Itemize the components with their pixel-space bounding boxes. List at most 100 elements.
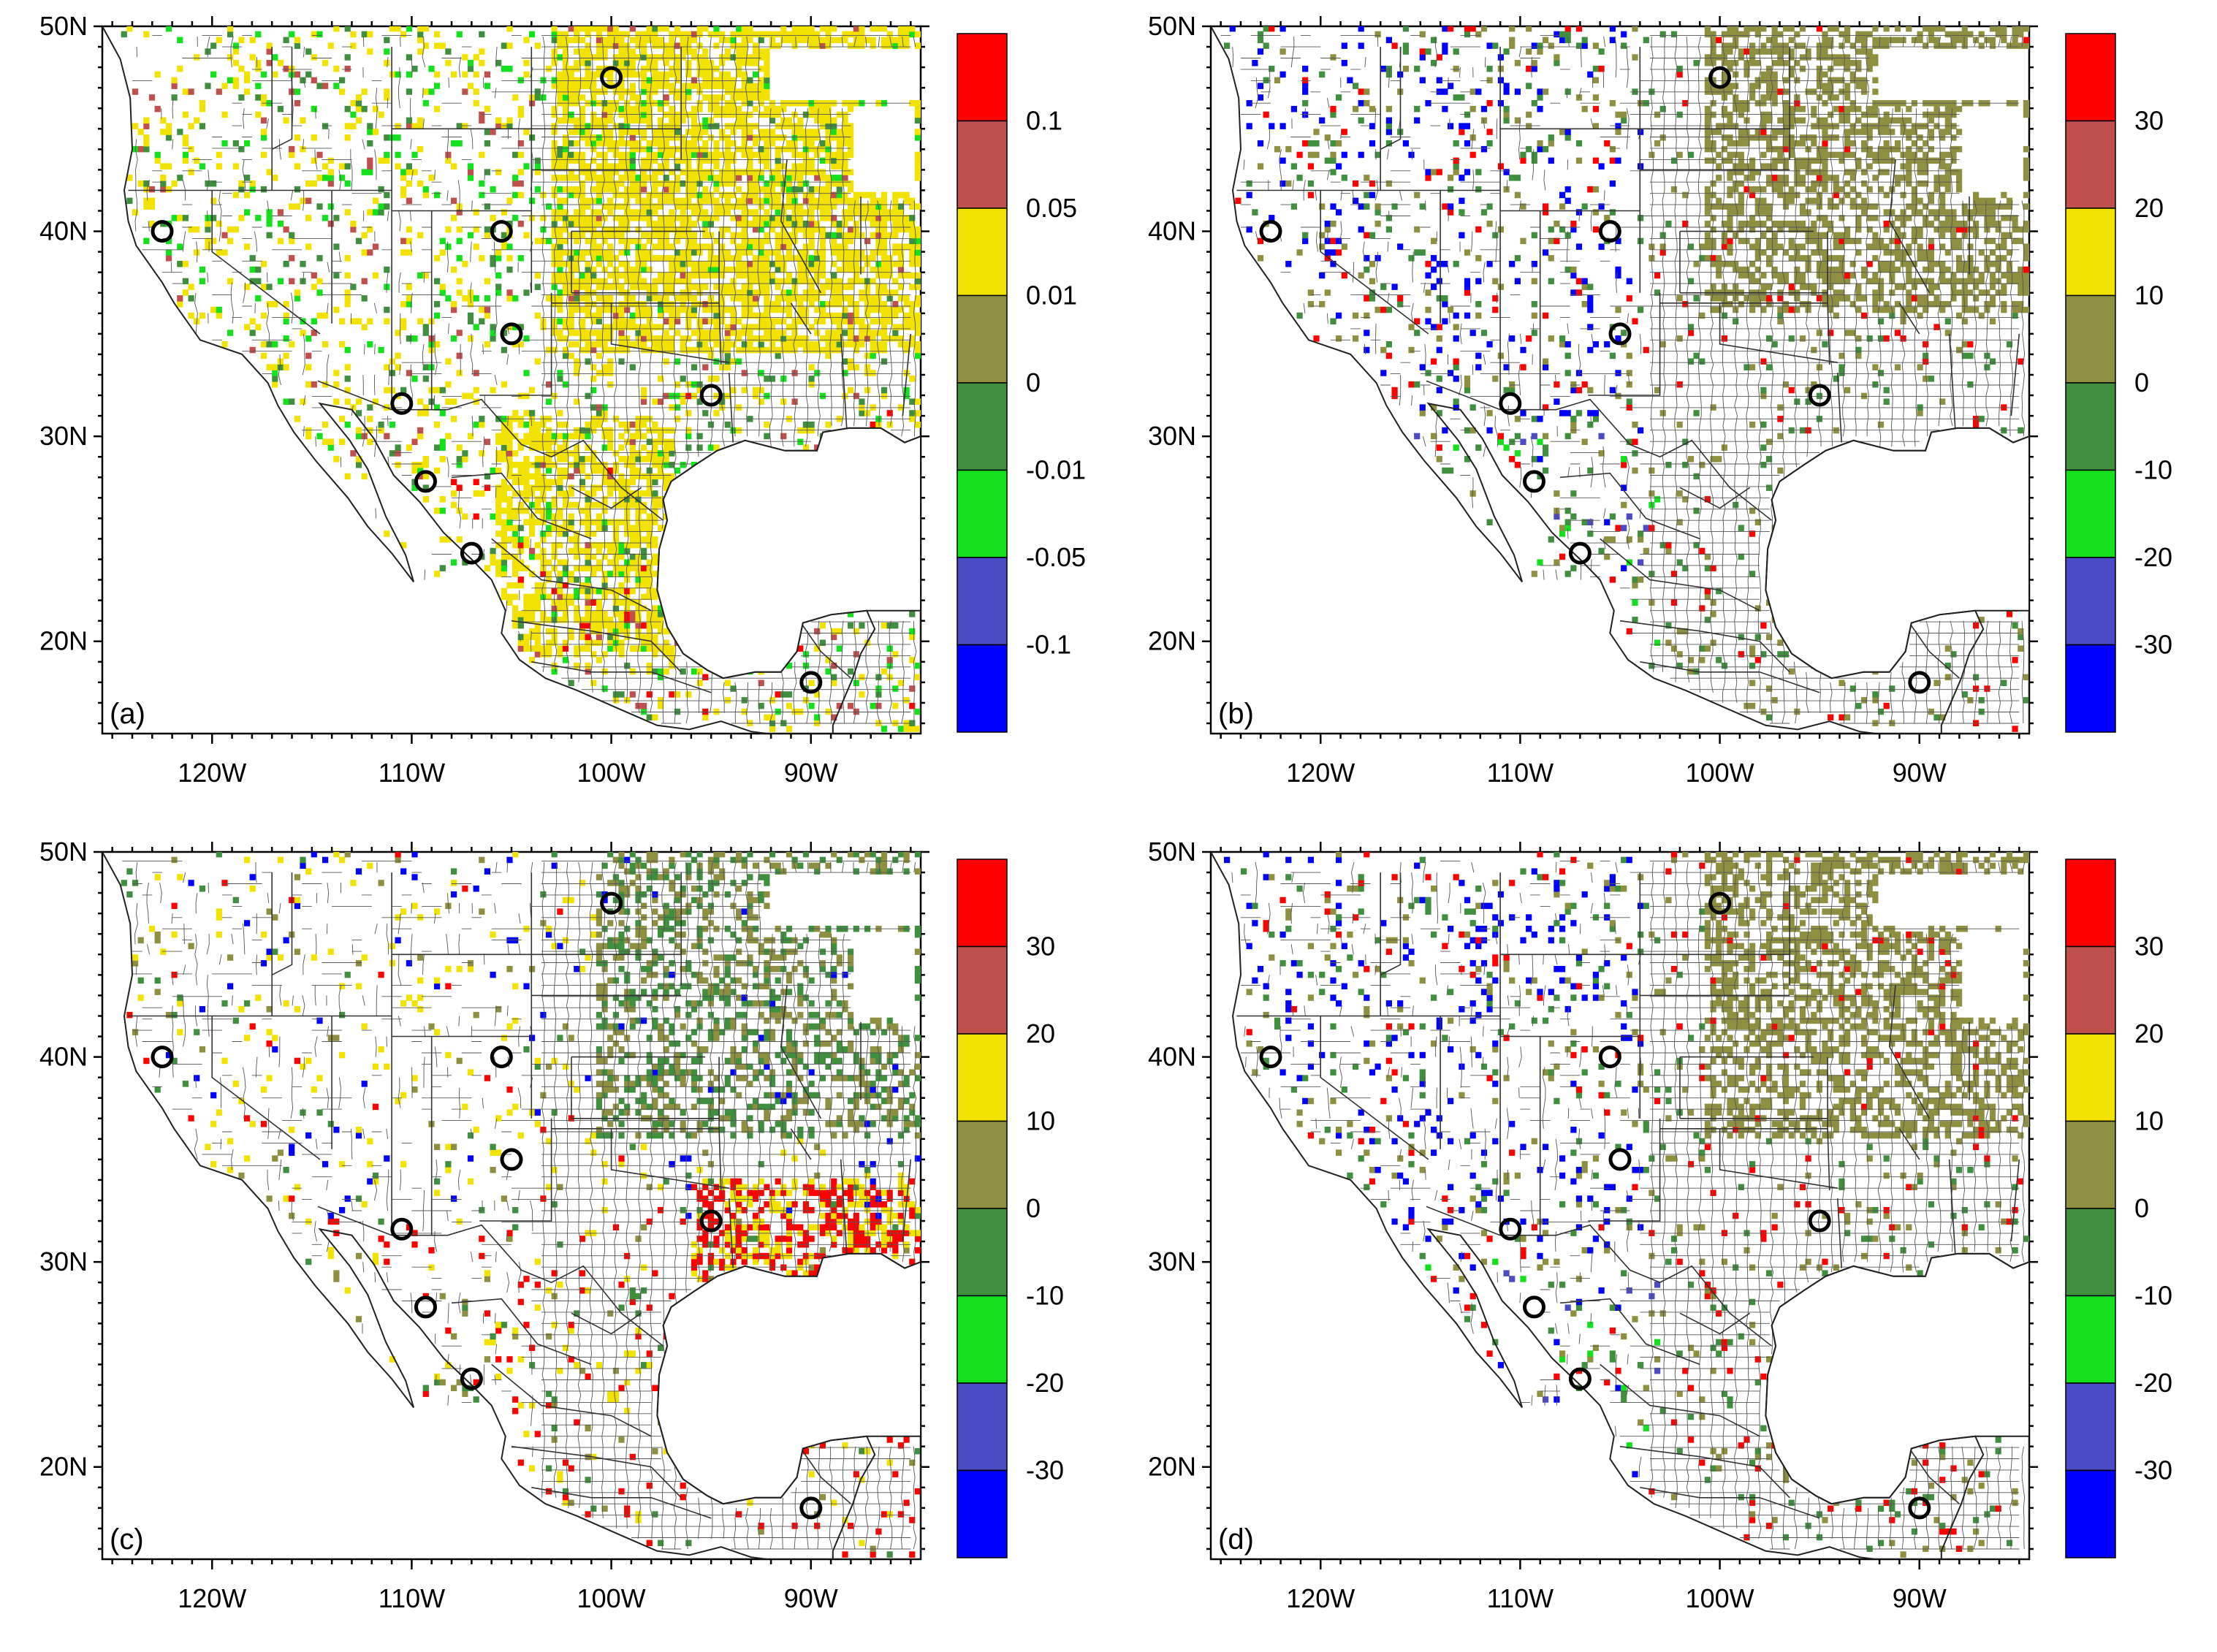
- state-boundaries: [1236, 872, 2020, 1519]
- colorbar-box: [957, 1033, 1008, 1122]
- colorbar: 30 20 10 0 -10 -20 -30: [957, 859, 1064, 1558]
- site-marker: [600, 891, 623, 915]
- colorbar-box: [957, 1120, 1008, 1209]
- colorbar-box: [957, 382, 1008, 471]
- site-marker: [1608, 322, 1632, 346]
- site-marker: [1608, 1148, 1632, 1171]
- site-marker: [1908, 1496, 1931, 1520]
- panel-label: (c): [110, 1523, 144, 1556]
- lon-tick-label: 100W: [577, 1583, 646, 1613]
- site-marker: [1908, 671, 1931, 694]
- lon-tick-label: 90W: [784, 758, 838, 788]
- colorbar-label: 0.1: [1026, 106, 1062, 136]
- coastline: [1211, 26, 2029, 734]
- colorbar-box: [2065, 382, 2116, 471]
- colorbar: 0.1 0.05 0.01 0 -0.01 -0.05 -0.1: [957, 33, 1086, 733]
- colorbar-label: 30: [2134, 932, 2164, 962]
- colorbar-box: [957, 469, 1008, 558]
- site-marker: [1808, 1209, 1831, 1233]
- site-marker: [1499, 392, 1522, 415]
- colorbar-label: -20: [1026, 1368, 1064, 1398]
- map-panel-d: 50N 40N 30N 20N 120W 110W 100W 90W (d) 30 20 10 0 -10…: [1108, 826, 2217, 1651]
- lat-tick-label: 40N: [1148, 1042, 1196, 1072]
- site-marker: [414, 470, 437, 493]
- coastline: [102, 852, 921, 1559]
- site-marker: [1808, 384, 1831, 407]
- colorbar-box: [957, 33, 1008, 122]
- site-marker: [1259, 1046, 1282, 1069]
- colorbar-box: [957, 208, 1008, 297]
- county-lines: [1231, 861, 2026, 1550]
- map-panel-b: 50N 40N 30N 20N 120W 110W 100W 90W (b) 30 20 10 0 -10…: [1108, 0, 2217, 826]
- colorbar-label: 30: [2134, 106, 2164, 136]
- site-marker: [460, 1367, 483, 1390]
- map-svg-a: 50N 40N 30N 20N 120W 110W 100W 90W (a) 0.1 0.05 0.0…: [39, 11, 1086, 788]
- county-lines: [132, 35, 917, 724]
- lat-tick-label: 30N: [1148, 421, 1196, 451]
- map-content: [102, 852, 921, 1559]
- state-boundaries: [1236, 47, 2020, 693]
- site-marker: [390, 1217, 414, 1241]
- lat-tick-label: 20N: [39, 626, 88, 656]
- lon-tick-label: 110W: [1487, 1583, 1554, 1613]
- colorbar-box: [957, 945, 1008, 1035]
- colorbar-box: [957, 644, 1008, 733]
- site-marker: [390, 392, 414, 415]
- site-marker: [699, 1209, 723, 1233]
- lon-tick-label: 120W: [1286, 758, 1355, 788]
- colorbar-box: [2065, 945, 2116, 1035]
- lon-tick-label: 120W: [178, 758, 246, 788]
- colorbar-box: [2065, 1208, 2116, 1297]
- county-lines: [1220, 35, 2026, 724]
- colorbar-label: -30: [1026, 1455, 1064, 1485]
- colorbar-label: -20: [2134, 1368, 2172, 1398]
- lat-tick-label: 40N: [39, 216, 88, 246]
- colorbar-box: [957, 557, 1008, 646]
- site-marker: [1598, 1046, 1621, 1069]
- site-marker: [490, 220, 513, 243]
- map-panel-a: 50N 40N 30N 20N 120W 110W 100W 90W (a) 0.1 0.05 0.0…: [0, 0, 1108, 826]
- colorbar-box: [2065, 644, 2116, 733]
- site-marker: [799, 671, 823, 694]
- site-marker: [1499, 1217, 1522, 1241]
- lat-tick-label: 40N: [39, 1042, 88, 1072]
- site-marker: [151, 1046, 174, 1069]
- map-content: [1211, 26, 2029, 734]
- site-marker: [500, 322, 523, 346]
- shaded-cells: [121, 26, 921, 732]
- site-marker: [151, 220, 174, 243]
- colorbar-label: -10: [2134, 1281, 2172, 1311]
- site-marker: [1568, 541, 1592, 565]
- panel-label: (a): [110, 698, 145, 730]
- colorbar-box: [2065, 120, 2116, 209]
- colorbar-box: [2065, 1120, 2116, 1209]
- colorbar-label: -0.1: [1026, 630, 1071, 660]
- map-content: [1211, 852, 2029, 1559]
- colorbar-label: -30: [2134, 630, 2172, 660]
- map-panel-c: 50N 40N 30N 20N 120W 110W 100W 90W (c) 30 20 10 0 -10…: [0, 826, 1108, 1651]
- lat-tick-label: 30N: [1148, 1246, 1196, 1276]
- colorbar-box: [2065, 1033, 2116, 1122]
- colorbar-label: 10: [2134, 1106, 2164, 1136]
- lon-tick-label: 110W: [379, 1583, 445, 1613]
- colorbar-box: [2065, 469, 2116, 558]
- colorbar: 30 20 10 0 -10 -20 -30: [2065, 33, 2172, 733]
- site-marker: [414, 1295, 437, 1319]
- site-marker: [1708, 66, 1732, 89]
- lon-tick-label: 100W: [1686, 1583, 1754, 1613]
- colorbar-label: 0: [2134, 1193, 2149, 1223]
- colorbar: 30 20 10 0 -10 -20 -30: [2065, 859, 2172, 1558]
- site-marker: [1568, 1367, 1592, 1390]
- site-marker: [1259, 220, 1282, 243]
- colorbar-label: -0.01: [1026, 455, 1086, 485]
- site-marker: [1708, 891, 1732, 915]
- colorbar-box: [2065, 1295, 2116, 1384]
- lat-tick-label: 30N: [39, 421, 88, 451]
- colorbar-box: [2065, 33, 2116, 122]
- colorbar-box: [2065, 557, 2116, 646]
- colorbar-box: [957, 1469, 1008, 1558]
- lat-tick-label: 20N: [1148, 626, 1196, 656]
- lon-tick-label: 120W: [178, 1583, 246, 1613]
- map-svg-b: 50N 40N 30N 20N 120W 110W 100W 90W (b) 30 20 10 0 -10…: [1148, 11, 2172, 788]
- county-lines: [122, 861, 917, 1550]
